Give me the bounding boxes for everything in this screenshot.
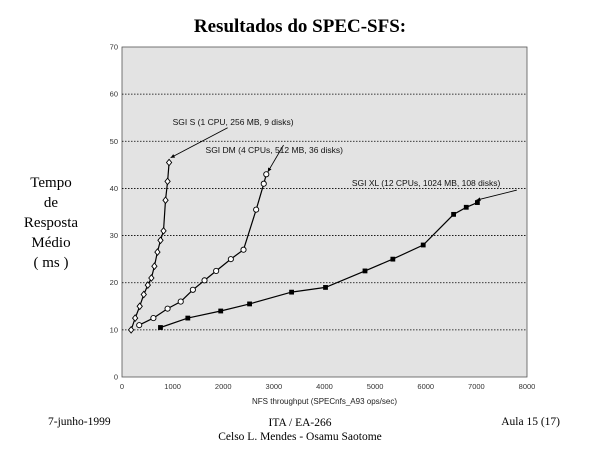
data-point <box>140 290 147 299</box>
data-point <box>164 177 171 186</box>
slide-title: Resultados do SPEC-SFS: <box>193 16 407 37</box>
footer-course: ITA / EA-266 <box>268 417 332 429</box>
data-point <box>148 274 155 282</box>
data-point <box>165 158 173 167</box>
data-point <box>247 301 252 307</box>
data-point <box>390 256 396 262</box>
data-point <box>289 289 294 295</box>
data-point <box>136 322 143 329</box>
data-point <box>160 226 167 235</box>
data-point <box>213 267 220 274</box>
series-annotations: SGI S (1 CPU, 256 MB, 9 disks) SGI DM (4 … <box>170 117 517 202</box>
y-axis-label-line: Tempo <box>30 175 72 191</box>
x-axis-label: NFS throughput (SPECnfs_A93 ops/sec) <box>252 397 397 406</box>
y-axis-label-line: de <box>43 195 59 211</box>
data-point <box>362 268 368 274</box>
data-point <box>158 325 163 330</box>
data-point <box>144 281 151 289</box>
data-point <box>151 262 158 271</box>
x-tick-label: 0 <box>120 382 124 391</box>
x-tick-label: 7000 <box>468 382 485 391</box>
y-tick-label: 10 <box>110 325 118 334</box>
data-point <box>451 211 456 217</box>
y-axis-label-line: ( ms ) <box>33 255 69 271</box>
y-tick-label: 0 <box>114 373 118 382</box>
data-point <box>201 277 208 284</box>
y-tick-label: 40 <box>110 184 118 193</box>
footer-date: 7-junho-1999 <box>48 416 111 428</box>
series-arrowhead <box>267 167 272 172</box>
tick-labels: 0 10 20 30 40 50 60 70 0 1000 2000 3000 4000 5000 6000… <box>110 43 536 392</box>
data-point <box>323 285 328 290</box>
y-axis-label-line: Médio <box>31 235 71 251</box>
x-tick-label: 4000 <box>316 382 333 391</box>
y-tick-label: 50 <box>110 137 118 146</box>
data-point <box>420 242 426 248</box>
x-tick-label: 8000 <box>519 382 536 391</box>
data-point <box>164 305 171 312</box>
data-point <box>131 314 139 322</box>
plot-area <box>121 46 528 378</box>
x-tick-label: 2000 <box>215 382 232 391</box>
y-tick-label: 20 <box>110 278 118 287</box>
data-point <box>157 236 164 245</box>
x-tick-label: 6000 <box>417 382 434 391</box>
series-label: SGI S (1 CPU, 256 MB, 9 disks) <box>173 117 294 127</box>
grid-lines <box>122 93 527 331</box>
y-tick-label: 60 <box>110 90 118 99</box>
data-point <box>253 206 260 213</box>
x-tick-label: 1000 <box>164 382 181 391</box>
series-markers <box>127 158 480 334</box>
data-point <box>154 248 161 256</box>
data-point <box>189 286 196 293</box>
x-tick-label: 5000 <box>367 382 384 391</box>
series-arrow <box>267 144 284 173</box>
y-tick-label: 30 <box>110 231 118 240</box>
data-point <box>227 256 234 263</box>
y-tick-label: 70 <box>110 43 118 52</box>
series-label: SGI DM (4 CPUs, 512 MB, 36 disks) <box>206 145 344 155</box>
series-arrowhead <box>476 197 481 202</box>
data-point <box>218 308 224 314</box>
footer-center: ITA / EA-266 Celso L. Mendes - Osamu Sao… <box>0 416 600 444</box>
data-point <box>474 200 480 205</box>
data-point <box>263 171 270 178</box>
data-point <box>162 196 169 205</box>
series-label: SGI XL (12 CPUs, 1024 MB, 108 disks) <box>352 178 501 188</box>
data-point <box>177 298 184 305</box>
data-point <box>260 180 267 187</box>
data-point <box>463 204 469 210</box>
footer-authors: Celso L. Mendes - Osamu Saotome <box>218 431 382 443</box>
data-point <box>136 302 143 311</box>
series-arrowhead <box>170 154 176 158</box>
data-point <box>185 315 191 321</box>
y-axis-label: Tempo de Resposta Médio ( ms ) <box>16 173 86 273</box>
footer-page: Aula 15 (17) <box>501 416 560 428</box>
data-point <box>240 246 247 253</box>
series-arrow <box>476 189 517 201</box>
y-axis-label-line: Resposta <box>23 215 79 231</box>
data-point <box>150 315 157 322</box>
series-arrow <box>170 127 228 159</box>
data-point <box>127 325 135 334</box>
x-tick-label: 3000 <box>266 382 283 391</box>
